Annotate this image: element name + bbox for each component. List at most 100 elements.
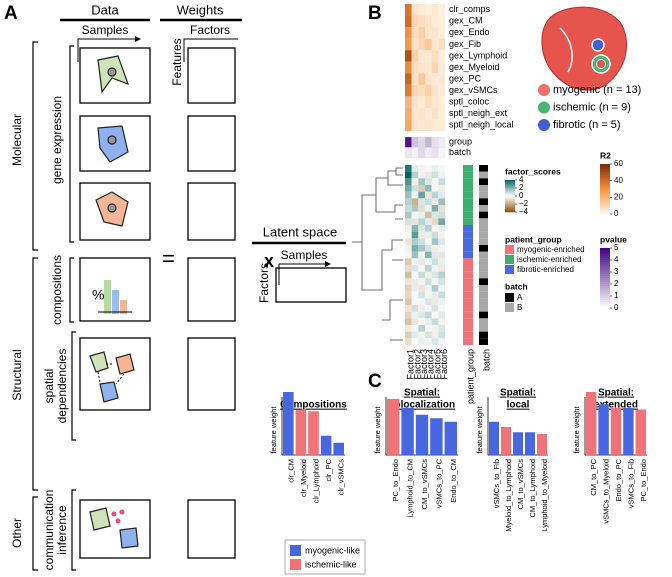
bar bbox=[415, 414, 429, 455]
heat-cell bbox=[405, 225, 412, 232]
colorbar-label: −2 bbox=[519, 199, 529, 208]
colorbar-step bbox=[600, 180, 610, 183]
heat-cell bbox=[405, 218, 412, 225]
colorbar-step bbox=[600, 184, 610, 186]
heat-cell bbox=[411, 298, 419, 305]
heat-cell bbox=[418, 178, 425, 185]
heart-icon bbox=[541, 6, 628, 91]
axis-label: Features bbox=[170, 38, 184, 85]
x-tick-label: CM_to_vSMCs bbox=[516, 459, 525, 510]
heat-cell bbox=[411, 331, 419, 339]
legend-swatch bbox=[505, 255, 514, 264]
colorbar-step bbox=[600, 172, 610, 175]
group-cell bbox=[463, 278, 473, 285]
heat-cell bbox=[418, 119, 425, 131]
icon-details bbox=[104, 280, 127, 524]
bar bbox=[635, 409, 646, 455]
heat-cell bbox=[438, 191, 445, 199]
y-axis-label: feature weight bbox=[269, 406, 278, 454]
colorbar-step bbox=[600, 185, 610, 188]
heat-cell bbox=[405, 185, 412, 192]
icon-label: % bbox=[92, 287, 104, 303]
heat-cell bbox=[418, 205, 425, 212]
heat-cell bbox=[411, 311, 419, 319]
colorbar-step bbox=[600, 272, 610, 275]
header: Data bbox=[91, 2, 119, 17]
heat-cell bbox=[431, 50, 439, 62]
heat-cell bbox=[405, 27, 412, 39]
heat-cell bbox=[418, 73, 425, 85]
heat-cell bbox=[405, 191, 412, 199]
heat-cell bbox=[405, 305, 412, 312]
heat-cell bbox=[411, 107, 419, 120]
heat-cell bbox=[438, 331, 445, 339]
legend-title: batch bbox=[505, 281, 528, 291]
colorbar-step bbox=[505, 209, 515, 212]
colorbar-label: −4 bbox=[519, 207, 529, 216]
group-cell bbox=[463, 338, 473, 345]
heat-cell bbox=[405, 251, 412, 259]
colorbar-label: 1 bbox=[614, 291, 619, 300]
heat-cell bbox=[411, 285, 419, 292]
batch-cell bbox=[479, 278, 488, 285]
group-cell bbox=[463, 211, 473, 219]
colorbar-step bbox=[600, 266, 610, 269]
heat-cell bbox=[438, 218, 445, 225]
row-label: gex_vSMCs bbox=[449, 85, 498, 95]
heat-cell bbox=[405, 165, 412, 172]
heat-cell bbox=[418, 305, 425, 312]
y-axis-label: feature weight bbox=[373, 406, 382, 454]
legend-label: fibrotic-enriched bbox=[517, 265, 574, 274]
heat-cell bbox=[431, 305, 439, 312]
heat-cell bbox=[418, 211, 425, 219]
heat-cell bbox=[438, 271, 445, 279]
colorbar-label: 0 bbox=[614, 303, 619, 312]
colorbar-step bbox=[600, 197, 610, 200]
heat-cell bbox=[405, 278, 412, 285]
legend-title: factor_scores bbox=[505, 166, 561, 176]
heat-cell bbox=[405, 258, 412, 265]
heat-cell bbox=[405, 291, 412, 299]
heat-cell bbox=[431, 4, 439, 16]
heat-cell bbox=[425, 251, 432, 259]
row-label: gex_CM bbox=[449, 16, 483, 26]
heat-cell bbox=[418, 198, 425, 205]
colorbar-step bbox=[600, 167, 610, 170]
colorbar-step bbox=[505, 200, 515, 202]
x-tick-label: Endo_to_CM bbox=[449, 459, 458, 503]
heat-cell bbox=[431, 136, 439, 148]
chart-title: Compositions bbox=[280, 400, 347, 411]
x-tick-label: vSMCs_to_Fib bbox=[626, 459, 635, 508]
heat-cell bbox=[425, 278, 432, 285]
heat-cell bbox=[418, 231, 425, 239]
axis-label: Factors bbox=[190, 23, 230, 37]
colorbar-label: 40 bbox=[614, 176, 623, 185]
x-tick-label: Lymphoid_to_CM bbox=[406, 459, 415, 518]
batch-cell bbox=[479, 218, 488, 225]
heat-cell bbox=[438, 265, 445, 272]
heat-cell bbox=[418, 291, 425, 299]
heat-cell bbox=[425, 61, 432, 74]
heat-cell bbox=[405, 338, 412, 345]
heat-cell bbox=[425, 225, 432, 232]
heat-cell bbox=[438, 136, 446, 148]
colorbar-step bbox=[600, 194, 610, 196]
bar bbox=[430, 418, 443, 455]
heat-cell bbox=[418, 325, 425, 332]
heat-cell bbox=[425, 331, 432, 339]
header: Latent space bbox=[263, 224, 337, 239]
x-tick-label: Lymphoid_to_Myeloid bbox=[540, 459, 549, 532]
heat-cell bbox=[411, 178, 419, 185]
batch-cell bbox=[479, 191, 488, 199]
colorbar-label: 2 bbox=[614, 279, 619, 288]
colorbar-step bbox=[600, 278, 610, 281]
batch-cell bbox=[479, 338, 488, 345]
legend-label: ischemic-enriched bbox=[517, 255, 581, 264]
heat-cell bbox=[418, 218, 425, 225]
heat-cell bbox=[418, 27, 425, 39]
heat-cell bbox=[431, 15, 439, 28]
x-tick-label: CM_to_Lymphoid bbox=[528, 459, 537, 518]
heat-cell bbox=[425, 165, 432, 172]
panel-letter: B bbox=[368, 3, 382, 24]
